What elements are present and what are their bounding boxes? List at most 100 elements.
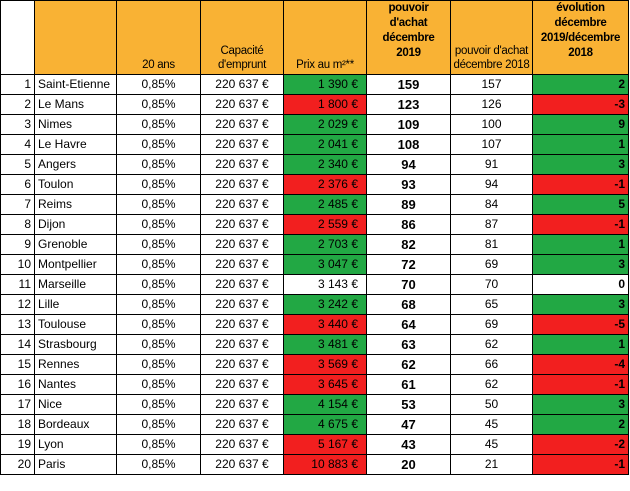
price-cell[interactable]: 1 800 € <box>283 94 367 115</box>
price-cell[interactable]: 10 883 € <box>283 454 367 475</box>
power-2018-cell[interactable]: 69 <box>450 254 533 275</box>
power-2018-cell[interactable]: 87 <box>450 214 533 235</box>
power-2018-cell[interactable]: 45 <box>450 434 533 455</box>
power-2018-cell[interactable]: 65 <box>450 294 533 315</box>
capacity-cell[interactable]: 220 637 € <box>200 394 284 415</box>
price-cell[interactable]: 3 440 € <box>283 314 367 335</box>
rank-cell[interactable]: 12 <box>0 294 35 315</box>
rank-cell[interactable]: 8 <box>0 214 35 235</box>
power-2019-cell[interactable]: 123 <box>366 94 451 115</box>
evolution-cell[interactable]: 3 <box>532 154 629 175</box>
city-cell[interactable]: Reims <box>34 194 117 215</box>
price-cell[interactable]: 4 154 € <box>283 394 367 415</box>
rate-cell[interactable]: 0,85% <box>116 414 201 435</box>
rate-cell[interactable]: 0,85% <box>116 454 201 475</box>
capacity-cell[interactable]: 220 637 € <box>200 294 284 315</box>
capacity-cell[interactable]: 220 637 € <box>200 194 284 215</box>
capacity-cell[interactable]: 220 637 € <box>200 74 284 95</box>
power-2019-cell[interactable]: 64 <box>366 314 451 335</box>
evolution-cell[interactable]: -1 <box>532 374 629 395</box>
evolution-cell[interactable]: 3 <box>532 394 629 415</box>
power-2018-cell[interactable]: 62 <box>450 334 533 355</box>
power-2019-cell[interactable]: 43 <box>366 434 451 455</box>
power-2018-cell[interactable]: 50 <box>450 394 533 415</box>
power-2018-cell[interactable]: 66 <box>450 354 533 375</box>
city-cell[interactable]: Le Havre <box>34 134 117 155</box>
capacity-cell[interactable]: 220 637 € <box>200 354 284 375</box>
power-2019-cell[interactable]: 72 <box>366 254 451 275</box>
header-power-2019[interactable]: pouvoir d'achat décembre 2019 <box>366 0 451 75</box>
rank-cell[interactable]: 3 <box>0 114 35 135</box>
city-cell[interactable]: Nimes <box>34 114 117 135</box>
power-2019-cell[interactable]: 108 <box>366 134 451 155</box>
price-cell[interactable]: 3 481 € <box>283 334 367 355</box>
city-cell[interactable]: Toulouse <box>34 314 117 335</box>
power-2018-cell[interactable]: 126 <box>450 94 533 115</box>
power-2019-cell[interactable]: 94 <box>366 154 451 175</box>
evolution-cell[interactable]: 1 <box>532 134 629 155</box>
city-cell[interactable]: Nantes <box>34 374 117 395</box>
evolution-cell[interactable]: -4 <box>532 354 629 375</box>
city-cell[interactable]: Dijon <box>34 214 117 235</box>
capacity-cell[interactable]: 220 637 € <box>200 94 284 115</box>
power-2019-cell[interactable]: 68 <box>366 294 451 315</box>
evolution-cell[interactable]: 3 <box>532 294 629 315</box>
rank-cell[interactable]: 14 <box>0 334 35 355</box>
capacity-cell[interactable]: 220 637 € <box>200 154 284 175</box>
price-cell[interactable]: 3 047 € <box>283 254 367 275</box>
city-cell[interactable]: Bordeaux <box>34 414 117 435</box>
power-2019-cell[interactable]: 159 <box>366 74 451 95</box>
header-duration[interactable]: 20 ans <box>116 0 201 75</box>
city-cell[interactable]: Le Mans <box>34 94 117 115</box>
header-city[interactable] <box>34 0 117 75</box>
capacity-cell[interactable]: 220 637 € <box>200 174 284 195</box>
city-cell[interactable]: Toulon <box>34 174 117 195</box>
city-cell[interactable]: Montpellier <box>34 254 117 275</box>
power-2019-cell[interactable]: 47 <box>366 414 451 435</box>
power-2018-cell[interactable]: 157 <box>450 74 533 95</box>
rank-cell[interactable]: 1 <box>0 74 35 95</box>
city-cell[interactable]: Lille <box>34 294 117 315</box>
rate-cell[interactable]: 0,85% <box>116 114 201 135</box>
rate-cell[interactable]: 0,85% <box>116 394 201 415</box>
power-2018-cell[interactable]: 69 <box>450 314 533 335</box>
city-cell[interactable]: Grenoble <box>34 234 117 255</box>
rank-cell[interactable]: 19 <box>0 434 35 455</box>
evolution-cell[interactable]: 0 <box>532 274 629 295</box>
header-corner-cell[interactable] <box>0 0 35 75</box>
power-2019-cell[interactable]: 93 <box>366 174 451 195</box>
price-cell[interactable]: 2 340 € <box>283 154 367 175</box>
city-cell[interactable]: Rennes <box>34 354 117 375</box>
capacity-cell[interactable]: 220 637 € <box>200 414 284 435</box>
evolution-cell[interactable]: -5 <box>532 314 629 335</box>
city-cell[interactable]: Strasbourg <box>34 334 117 355</box>
capacity-cell[interactable]: 220 637 € <box>200 274 284 295</box>
rank-cell[interactable]: 11 <box>0 274 35 295</box>
price-cell[interactable]: 2 485 € <box>283 194 367 215</box>
power-2018-cell[interactable]: 62 <box>450 374 533 395</box>
power-2018-cell[interactable]: 21 <box>450 454 533 475</box>
price-cell[interactable]: 3 242 € <box>283 294 367 315</box>
rank-cell[interactable]: 18 <box>0 414 35 435</box>
rank-cell[interactable]: 9 <box>0 234 35 255</box>
price-cell[interactable]: 1 390 € <box>283 74 367 95</box>
price-cell[interactable]: 2 376 € <box>283 174 367 195</box>
evolution-cell[interactable]: -1 <box>532 214 629 235</box>
rate-cell[interactable]: 0,85% <box>116 74 201 95</box>
price-cell[interactable]: 3 569 € <box>283 354 367 375</box>
evolution-cell[interactable]: -1 <box>532 454 629 475</box>
rank-cell[interactable]: 6 <box>0 174 35 195</box>
power-2019-cell[interactable]: 86 <box>366 214 451 235</box>
city-cell[interactable]: Marseille <box>34 274 117 295</box>
power-2019-cell[interactable]: 63 <box>366 334 451 355</box>
rank-cell[interactable]: 10 <box>0 254 35 275</box>
capacity-cell[interactable]: 220 637 € <box>200 254 284 275</box>
header-capacity[interactable]: Capacité d'emprunt <box>200 0 284 75</box>
price-cell[interactable]: 3 645 € <box>283 374 367 395</box>
power-2019-cell[interactable]: 62 <box>366 354 451 375</box>
rate-cell[interactable]: 0,85% <box>116 234 201 255</box>
power-2018-cell[interactable]: 91 <box>450 154 533 175</box>
rate-cell[interactable]: 0,85% <box>116 434 201 455</box>
power-2019-cell[interactable]: 109 <box>366 114 451 135</box>
capacity-cell[interactable]: 220 637 € <box>200 374 284 395</box>
